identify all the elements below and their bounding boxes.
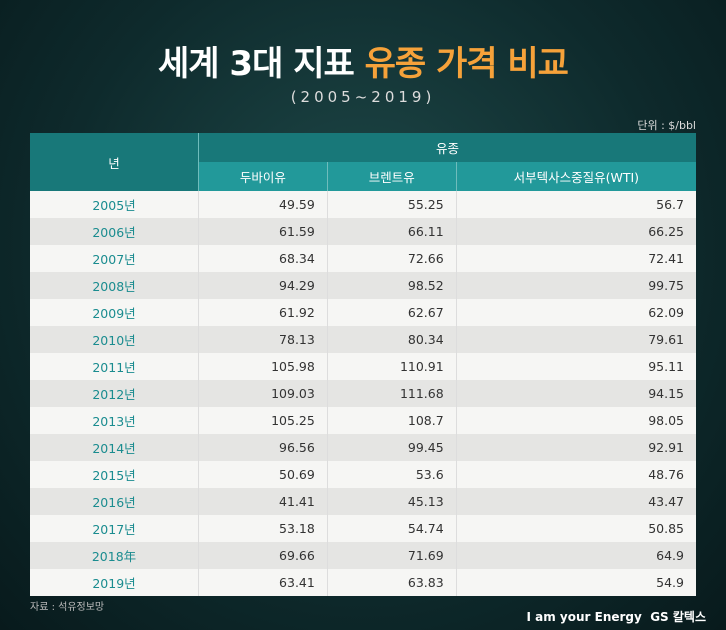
price-cell: 61.92 [198,299,328,326]
price-table: 년 유종 두바이유 브렌트유 서부텍사스중질유(WTI) 2005년 49.59 55.… [30,133,696,596]
table-row: 2009년 61.92 62.67 62.09 [30,299,696,326]
price-cell: 68.34 [198,245,328,272]
column-header: 서부텍사스중질유(WTI) [455,162,696,191]
price-cell: 50.85 [455,515,696,542]
year-cell: 2005년 [30,191,199,218]
price-cell: 99.45 [326,434,457,461]
year-cell: 2017년 [30,515,199,542]
price-cell: 96.56 [198,434,328,461]
price-cell: 54.9 [455,569,696,596]
table-row: 2008년 94.29 98.52 99.75 [30,272,696,299]
price-cell: 56.7 [455,191,696,218]
price-cell: 111.68 [326,380,457,407]
price-cell: 66.25 [455,218,696,245]
year-cell: 2009년 [30,299,199,326]
table-row: 2015년 50.69 53.6 48.76 [30,461,696,488]
year-cell: 2013년 [30,407,199,434]
year-cell: 2015년 [30,461,199,488]
price-cell: 64.9 [455,542,696,569]
price-cell: 53.6 [326,461,457,488]
table-row: 2010년 78.13 80.34 79.61 [30,326,696,353]
table-row: 2005년 49.59 55.25 56.7 [30,191,696,218]
unit: 단위 : $/bbl [637,119,696,132]
year-cell: 2016년 [30,488,199,515]
price-cell: 109.03 [198,380,328,407]
table-row: 2017년 53.18 54.74 50.85 [30,515,696,542]
title-accent: 유종 가격 비교 [364,44,569,84]
price-cell: 108.7 [326,407,457,434]
price-cell: 55.25 [326,191,457,218]
source: 자료 : 석유정보망 [30,602,105,613]
year-cell: 2006년 [30,218,199,245]
column-header: 두바이유 [198,162,328,191]
year-cell: 2012년 [30,380,199,407]
year-cell: 2007년 [30,245,199,272]
price-cell: 72.66 [326,245,457,272]
price-cell: 41.41 [198,488,328,515]
price-cell: 94.29 [198,272,328,299]
footer-brand: I am your Energy GS 칼텍스 [527,608,707,625]
table-row: 2018年 69.66 71.69 64.9 [30,542,696,569]
brand: GS 칼텍스 [650,610,706,624]
year-cell: 2008년 [30,272,199,299]
price-cell: 105.25 [198,407,328,434]
price-cell: 50.69 [198,461,328,488]
year-cell: 2010년 [30,326,199,353]
price-cell: 54.74 [326,515,457,542]
price-cell: 49.59 [198,191,328,218]
price-cell: 63.41 [198,569,328,596]
price-cell: 71.69 [326,542,457,569]
price-cell: 99.75 [455,272,696,299]
price-cell: 45.13 [326,488,457,515]
price-cell: 62.67 [326,299,457,326]
group-header: 유종 [198,133,696,162]
price-cell: 78.13 [198,326,328,353]
price-cell: 80.34 [326,326,457,353]
price-cell: 98.05 [455,407,696,434]
price-cell: 79.61 [455,326,696,353]
title-white: 세계 3대 지표 [158,44,355,84]
year-header: 년 [30,133,199,191]
table-row: 2019년 63.41 63.83 54.9 [30,569,696,596]
price-cell: 53.18 [198,515,328,542]
table-row: 2014년 96.56 99.45 92.91 [30,434,696,461]
price-cell: 110.91 [326,353,457,380]
table-row: 2006년 61.59 66.11 66.25 [30,218,696,245]
year-cell: 2011년 [30,353,199,380]
subtitle: (2005~2019) [290,88,436,106]
price-cell: 95.11 [455,353,696,380]
title: 세계 3대 지표 유종 가격 비교 [0,36,726,85]
table-row: 2011년 105.98 110.91 95.11 [30,353,696,380]
price-cell: 63.83 [326,569,457,596]
price-cell: 62.09 [455,299,696,326]
year-cell: 2019년 [30,569,199,596]
year-cell: 2018年 [30,542,199,569]
price-cell: 61.59 [198,218,328,245]
price-cell: 92.91 [455,434,696,461]
table-row: 2016년 41.41 45.13 43.47 [30,488,696,515]
year-cell: 2014년 [30,434,199,461]
price-cell: 105.98 [198,353,328,380]
price-cell: 69.66 [198,542,328,569]
price-cell: 66.11 [326,218,457,245]
table-row: 2013년 105.25 108.7 98.05 [30,407,696,434]
table-row: 2007년 68.34 72.66 72.41 [30,245,696,272]
price-cell: 94.15 [455,380,696,407]
price-cell: 48.76 [455,461,696,488]
table-row: 2012년 109.03 111.68 94.15 [30,380,696,407]
price-cell: 72.41 [455,245,696,272]
slogan: I am your Energy [526,610,642,624]
price-cell: 43.47 [455,488,696,515]
column-header: 브렌트유 [326,162,457,191]
price-cell: 98.52 [326,272,457,299]
